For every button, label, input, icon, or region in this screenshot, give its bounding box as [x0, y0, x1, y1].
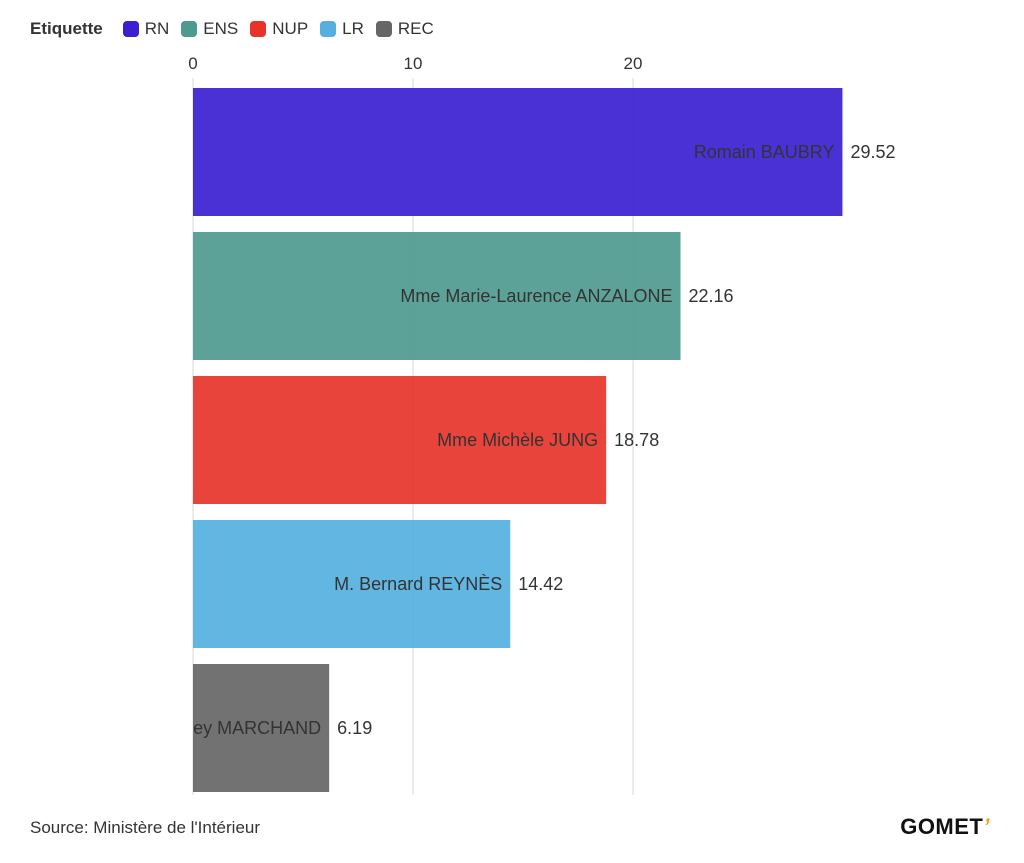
- legend-item-ens[interactable]: ENS: [181, 19, 238, 39]
- legend: Etiquette RN ENS NUP LR REC: [30, 16, 434, 42]
- publisher-logo: GOMET’: [900, 814, 990, 840]
- legend-label: NUP: [272, 19, 309, 38]
- legend-item-nup[interactable]: NUP: [250, 19, 308, 39]
- legend-item-rec[interactable]: REC: [375, 19, 434, 39]
- bar-category-label: Romain BAUBRY: [694, 142, 835, 162]
- bar: [193, 520, 511, 648]
- bar: [193, 88, 843, 216]
- bar-value-label: 14.42: [518, 574, 563, 594]
- legend-swatch: [250, 21, 267, 37]
- x-tick-label: 0: [188, 54, 197, 73]
- logo-text: GOMET: [900, 814, 984, 839]
- legend-label: REC: [397, 19, 434, 38]
- bar-category-label: Mme Marie-Laurence ANZALONE: [400, 286, 672, 306]
- legend-label: RN: [144, 19, 170, 38]
- legend-swatch: [122, 21, 139, 37]
- legend-item-rn[interactable]: RN: [122, 19, 170, 39]
- bar: [193, 232, 681, 360]
- legend-item-lr[interactable]: LR: [320, 19, 364, 39]
- bar-category-label: M. Bernard REYNÈS: [334, 574, 502, 594]
- bar-value-label: 18.78: [614, 430, 659, 450]
- bar-value-label: 6.19: [337, 718, 372, 738]
- legend-label: LR: [342, 19, 364, 38]
- bar-category-label: Mme Michèle JUNG: [437, 430, 598, 450]
- legend-label: ENS: [203, 19, 239, 38]
- bar: [193, 664, 330, 792]
- x-tick-label: 20: [624, 54, 643, 73]
- source-note: Source: Ministère de l'Intérieur: [30, 818, 261, 837]
- legend-swatch: [320, 21, 337, 37]
- legend-title: Etiquette: [30, 19, 103, 38]
- legend-swatch: [375, 21, 392, 37]
- x-tick-label: 10: [404, 54, 423, 73]
- bar-value-label: 22.16: [689, 286, 734, 306]
- bar: [193, 376, 607, 504]
- legend-swatch: [181, 21, 198, 37]
- bar-value-label: 29.52: [850, 142, 895, 162]
- bar-category-label: M. Geoffrey MARCHAND: [118, 718, 321, 738]
- logo-mark: ’: [983, 814, 990, 839]
